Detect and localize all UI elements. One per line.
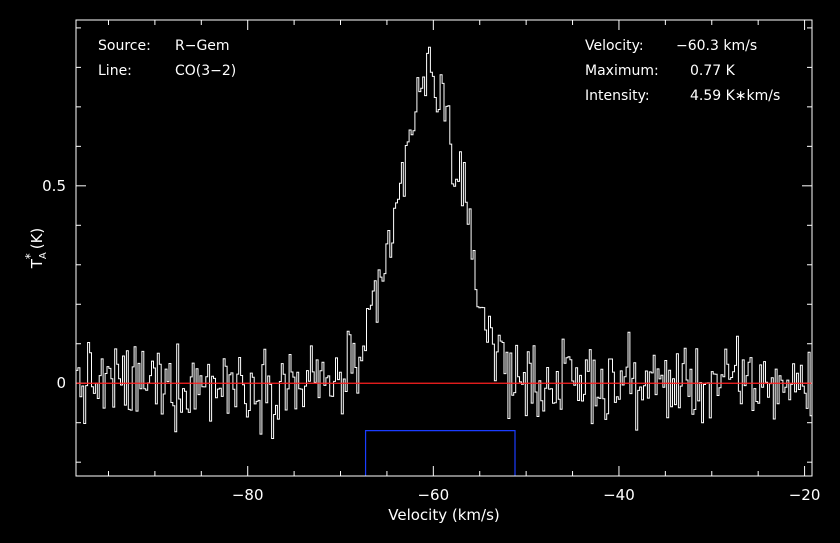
y-axis-label-sub: A — [38, 252, 49, 259]
y-tick-label: 0.5 — [42, 177, 66, 195]
y-axis-label-symbol: T — [28, 258, 46, 269]
x-tick-label: −60 — [417, 486, 449, 504]
y-axis-label: TA* (K) — [23, 228, 49, 270]
info-velocity-key: Velocity: — [585, 38, 644, 54]
spectrum-line-group — [76, 46, 812, 439]
info-line-value: CO(3−2) — [175, 63, 236, 79]
info-velocity-value: −60.3 km/s — [676, 38, 757, 54]
info-line-key: Line: — [98, 63, 132, 79]
integration-window — [364, 429, 516, 476]
tick-labels: −80 −60 −40 −20 0.5 0 — [42, 177, 820, 504]
y-axis-label-unit: (K) — [28, 228, 46, 250]
info-panel-right: Velocity: −60.3 km/s Maximum: 0.77 K Int… — [585, 38, 780, 104]
spectrum-line — [76, 46, 812, 439]
svg-text:TA*(K): TA* (K) — [23, 228, 49, 270]
info-intensity-value: 4.59 K∗km/s — [690, 88, 780, 104]
x-tick-label: −80 — [232, 486, 264, 504]
integration-window-box — [364, 429, 516, 476]
plot-frame — [75, 19, 813, 477]
y-axis-label-sup: * — [23, 253, 37, 259]
info-intensity-key: Intensity: — [585, 88, 650, 104]
info-source-key: Source: — [98, 38, 151, 54]
y-tick-label: 0 — [56, 374, 66, 392]
info-panel-left: Source: R−Gem Line: CO(3−2) — [98, 38, 236, 79]
info-maximum-value: 0.77 K — [690, 63, 736, 79]
info-source-value: R−Gem — [175, 38, 230, 54]
info-maximum-key: Maximum: — [585, 63, 659, 79]
x-tick-label: −20 — [789, 486, 821, 504]
x-axis-label: Velocity (km/s) — [388, 506, 499, 524]
x-tick-label: −40 — [603, 486, 635, 504]
